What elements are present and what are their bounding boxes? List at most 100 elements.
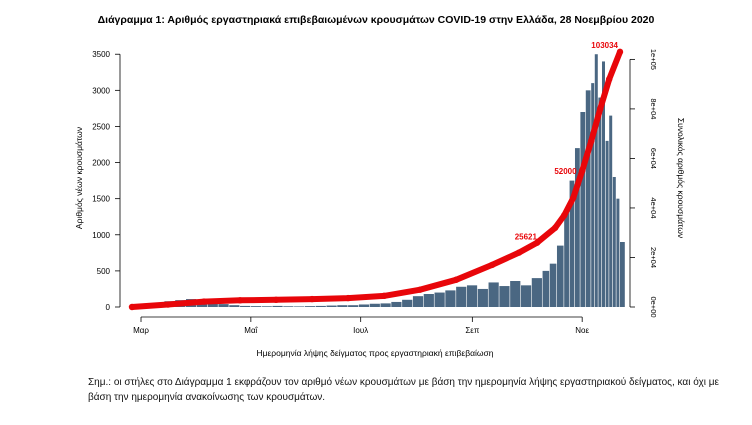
daily-cases-bar: [477, 288, 488, 307]
cumulative-point: [128, 303, 136, 311]
daily-cases-bar: [549, 263, 557, 307]
x-axis: Μαρ Μαΐ Ιουλ Σεπ Νοε: [133, 316, 590, 335]
cumulative-point: [452, 276, 460, 283]
daily-cases-bar: [250, 306, 262, 307]
daily-cases-bar: [510, 281, 521, 307]
y-axis-label: Αριθμός νέων κρουσμάτων: [74, 127, 84, 229]
daily-cases-bar: [240, 305, 251, 307]
daily-cases-bar: [531, 278, 542, 307]
y2-tick-label: 0e+00: [649, 296, 658, 317]
daily-cases-bar: [620, 242, 625, 307]
daily-cases-bar: [456, 286, 467, 307]
daily-cases-bar: [304, 306, 316, 307]
cumulative-point: [569, 194, 577, 202]
daily-cases-bar: [488, 282, 499, 307]
chart-title: Διάγραμμα 1: Αριθμός εργαστηριακά επιβεβ…: [98, 14, 655, 26]
daily-cases-bar: [412, 296, 424, 307]
daily-cases-bar: [594, 54, 598, 307]
y-tick-label: 2000: [92, 159, 110, 168]
cumulative-point: [616, 48, 624, 56]
cumulative-point: [587, 137, 595, 145]
cumulative-point: [596, 105, 604, 113]
daily-cases-bar: [580, 112, 586, 307]
daily-cases-bar: [556, 245, 564, 307]
daily-cases-bar: [261, 306, 272, 307]
cumulative-cases-line: [129, 48, 623, 310]
y2-tick-label: 6e+04: [649, 148, 658, 169]
x-tick-label: Ιουλ: [353, 326, 368, 335]
y-tick-label: 0: [106, 303, 111, 312]
daily-cases-bar: [569, 180, 575, 307]
cumulative-point: [380, 292, 388, 300]
daily-cases-bar: [434, 292, 445, 307]
daily-cases-bar: [315, 305, 326, 307]
y2-tick-label: 4e+04: [649, 197, 658, 218]
y2-tick-label: 8e+04: [649, 98, 658, 119]
daily-cases-bars: [132, 54, 625, 307]
y2-tick-label: 2e+04: [649, 247, 658, 268]
cumulative-line: [128, 48, 624, 311]
chart: Διάγραμμα 1: Αριθμός εργαστηριακά επιβεβ…: [74, 14, 686, 358]
annotation-label: 25621: [515, 233, 538, 242]
daily-cases-bar: [601, 61, 605, 307]
daily-cases-bar: [380, 303, 391, 307]
annotation-label: 103034: [591, 41, 618, 50]
cumulative-point: [605, 75, 613, 83]
daily-cases-bar: [348, 305, 359, 307]
cumulative-point: [308, 295, 316, 303]
y-tick-label: 2500: [92, 122, 110, 131]
cumulative-point: [344, 294, 352, 302]
cumulative-point: [515, 249, 523, 256]
daily-cases-bar: [283, 306, 294, 307]
footnote: Σημ.: οι στήλες στο Διάγραμμα 1 εκφράζου…: [88, 377, 719, 403]
y2-tick-label: 1e+05: [649, 49, 658, 70]
y-axis-left: 0 500 1000 1500 2000 2500 3000 3500: [92, 50, 121, 312]
daily-cases-bar: [423, 294, 434, 307]
daily-cases-bar: [272, 305, 283, 307]
daily-cases-bar: [358, 304, 370, 307]
cumulative-point: [533, 239, 541, 246]
cumulative-point: [272, 296, 280, 304]
daily-cases-bar: [326, 305, 337, 307]
daily-cases-bar: [612, 177, 616, 307]
daily-cases-bar: [294, 306, 305, 307]
x-tick-label: Σεπ: [465, 326, 480, 335]
daily-cases-bar: [574, 148, 580, 307]
daily-cases-bar: [605, 140, 609, 307]
cumulative-point: [560, 212, 568, 219]
cumulative-point: [488, 261, 496, 269]
daily-cases-bar: [616, 198, 620, 307]
cumulative-point: [164, 301, 172, 308]
y-tick-label: 3000: [92, 86, 110, 95]
y-tick-label: 500: [97, 267, 111, 276]
cumulative-point: [236, 297, 244, 304]
daily-cases-bar: [207, 302, 218, 307]
y2-axis-label: Συνολικός αριθμός κρουσμάτων: [676, 118, 686, 238]
daily-cases-bar: [585, 90, 591, 307]
cumulative-annotations: 25621 52000 103034: [515, 41, 619, 242]
daily-cases-bar: [337, 305, 348, 307]
daily-cases-bar: [499, 286, 510, 307]
daily-cases-bar: [542, 270, 550, 307]
annotation-label: 52000: [554, 167, 577, 176]
daily-cases-bar: [445, 290, 456, 307]
daily-cases-bar: [598, 97, 602, 307]
daily-cases-bar: [229, 305, 240, 307]
cumulative-point: [578, 167, 586, 175]
y-tick-label: 1500: [92, 195, 110, 204]
cumulative-point: [551, 224, 559, 231]
cumulative-point: [416, 286, 424, 293]
daily-cases-bar: [591, 83, 595, 307]
daily-cases-bar: [520, 285, 532, 307]
x-tick-label: Μαρ: [133, 326, 149, 335]
x-tick-label: Μαΐ: [244, 326, 258, 335]
daily-cases-bar: [218, 304, 229, 307]
daily-cases-bar: [391, 301, 402, 307]
daily-cases-bar: [609, 115, 613, 307]
x-tick-label: Νοε: [575, 326, 589, 335]
y-tick-label: 3500: [92, 50, 110, 59]
daily-cases-bar: [466, 285, 478, 307]
y-axis-right: 0e+00 2e+04 4e+04 6e+04 8e+04 1e+05: [629, 49, 658, 318]
daily-cases-bar: [564, 213, 569, 307]
daily-cases-bar: [369, 303, 380, 307]
